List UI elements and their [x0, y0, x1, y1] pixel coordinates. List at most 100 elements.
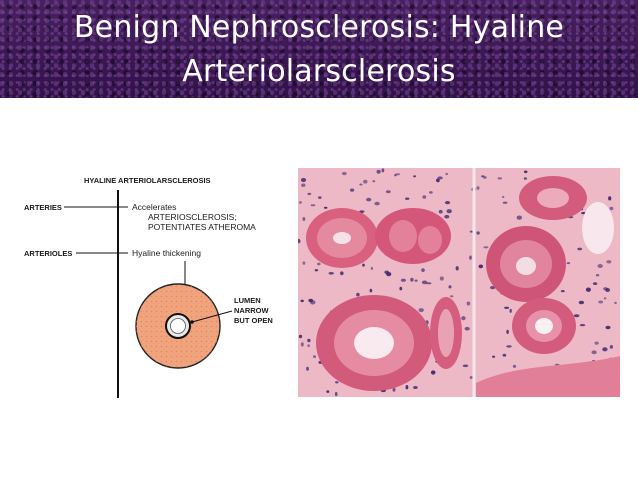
nucleus	[466, 301, 471, 306]
nucleus	[362, 263, 365, 267]
nucleus	[376, 169, 381, 174]
tubule-space	[582, 202, 614, 254]
kidney-histology-micrograph	[298, 168, 620, 397]
nucleus	[323, 206, 328, 209]
nucleus	[578, 300, 585, 305]
lumen-note-1: LUMEN	[234, 296, 261, 305]
nucleus	[476, 231, 480, 235]
nucleus	[444, 201, 451, 205]
nucleus	[560, 290, 565, 293]
nucleus	[313, 355, 316, 358]
arteries-note-1: Accelerates	[132, 202, 176, 212]
nucleus	[307, 344, 310, 348]
nucleus	[350, 188, 355, 192]
lumen-pointer	[191, 310, 233, 323]
nucleus	[436, 178, 440, 183]
arteriole-right-lower	[512, 298, 576, 354]
nucleus	[299, 201, 302, 204]
nucleus	[370, 267, 374, 270]
nucleus	[502, 195, 505, 199]
micrograph-image	[298, 168, 620, 397]
nucleus	[310, 204, 316, 207]
nucleus	[369, 288, 373, 293]
nucleus	[497, 177, 503, 180]
nucleus	[595, 274, 600, 277]
nucleus	[438, 209, 443, 214]
nucleus	[566, 262, 571, 265]
nucleus	[594, 341, 599, 345]
nucleus	[512, 364, 517, 368]
nucleus	[502, 353, 507, 357]
lumen	[170, 318, 186, 334]
nucleus	[298, 239, 301, 244]
lumen-note-2: NARROW	[234, 306, 269, 315]
arteriole-large-center	[316, 295, 432, 391]
nucleus	[381, 168, 385, 173]
nucleus	[597, 264, 603, 268]
nucleus	[490, 286, 496, 290]
nucleus	[602, 347, 608, 352]
nucleus	[405, 197, 410, 200]
nucleus	[437, 176, 443, 180]
nucleus	[421, 268, 425, 272]
nucleus	[450, 295, 454, 298]
smooth-muscle-band	[476, 356, 620, 397]
nucleus	[462, 364, 469, 368]
nucleus	[317, 262, 321, 266]
nucleus	[573, 314, 580, 318]
nucleus	[340, 271, 344, 276]
nucleus	[374, 201, 380, 206]
nucleus	[598, 300, 604, 304]
nucleus	[300, 342, 304, 347]
nucleus	[439, 276, 444, 281]
nucleus	[506, 345, 512, 348]
slide-title-line-2: Arteriolarsclerosis	[182, 54, 456, 89]
nucleus	[405, 385, 409, 390]
nucleus	[605, 288, 610, 292]
diagram-figure: HYALINE ARTERIOLARSCLEROSIS ARTERIES Acc…	[24, 176, 273, 398]
nucleus	[414, 279, 418, 282]
title-banner: Benign Nephrosclerosis: Hyaline Arteriol…	[0, 0, 638, 98]
nucleus	[506, 329, 509, 334]
nucleus	[464, 326, 470, 331]
nucleus	[307, 338, 311, 343]
nucleus	[579, 323, 586, 327]
nucleus	[469, 255, 472, 260]
nucleus	[413, 386, 418, 389]
arteriole-top-left	[306, 208, 378, 268]
nucleus	[469, 376, 473, 379]
nucleus	[359, 210, 365, 213]
nucleus	[581, 212, 586, 215]
nucleus	[363, 179, 368, 184]
nucleus	[422, 195, 427, 199]
slide-title: Benign Nephrosclerosis: Hyaline Arteriol…	[0, 6, 638, 94]
nucleus	[609, 345, 613, 349]
nucleus	[418, 308, 424, 313]
nucleus	[394, 174, 397, 177]
nucleus	[335, 381, 339, 384]
nucleus	[314, 269, 319, 272]
nucleus	[585, 287, 591, 292]
nucleus	[341, 171, 347, 176]
nucleus	[448, 285, 452, 289]
nucleus	[421, 280, 428, 285]
nucleus	[308, 298, 314, 303]
nucleus	[504, 306, 510, 309]
nucleus	[318, 196, 322, 199]
arteries-label: ARTERIES	[24, 203, 62, 212]
nucleus	[300, 299, 304, 303]
arteriole-right-upper	[486, 226, 566, 302]
arteries-note-3: POTENTIATES ATHEROMA	[148, 222, 256, 232]
nucleus	[385, 190, 391, 194]
arteries-note-2: ARTERIOSCLEROSIS;	[148, 212, 237, 222]
nucleus	[306, 366, 309, 371]
nucleus	[592, 282, 598, 285]
nucleus	[591, 350, 597, 355]
nucleus	[392, 387, 396, 392]
nucleus	[301, 183, 306, 187]
nucleus	[577, 247, 583, 251]
nucleus	[359, 183, 363, 186]
arterioles-note: Hyaline thickening	[132, 248, 201, 258]
hyaline-arteriolarsclerosis-diagram: HYALINE ARTERIOLARSCLEROSIS ARTERIES Acc…	[20, 165, 290, 400]
nucleus	[609, 206, 614, 211]
